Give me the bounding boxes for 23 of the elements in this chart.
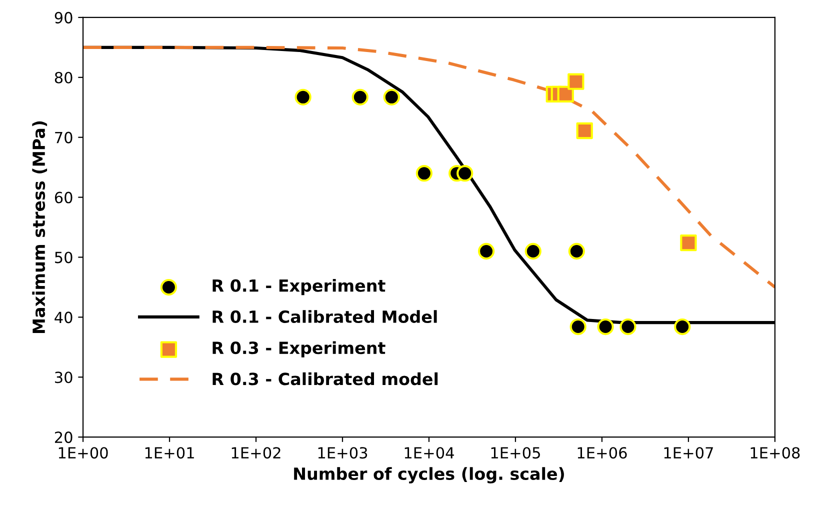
y-axis-title: Maximum stress (MPa)	[32, 121, 48, 334]
y-tick-label: 60	[54, 192, 72, 204]
legend-label: R 0.1 - Calibrated Model	[212, 310, 437, 324]
y-tick-label: 30	[55, 372, 72, 384]
legend-label: R 0.1 - Experiment	[212, 278, 386, 296]
x-axis-title: Number of cycles (log. scale)	[294, 467, 564, 484]
x-tick-label: 1E+05	[491, 447, 540, 459]
x-tick-label: 1E+06	[578, 447, 627, 459]
y-tick-label: 20	[54, 432, 72, 444]
x-tick-label: 1E+07	[664, 447, 713, 459]
y-tick-label: 80	[54, 72, 72, 84]
x-tick-label: 1E+01	[145, 447, 194, 459]
x-tick-label: 1E+04	[404, 447, 454, 459]
x-tick-label: 1E+00	[58, 447, 108, 459]
legend-label: R 0.3 - Calibrated model	[212, 372, 438, 386]
y-tick-label: 70	[55, 132, 72, 144]
y-tick-label: 90	[54, 12, 72, 24]
x-tick-label: 1E+02	[232, 447, 280, 459]
y-tick-label: 50	[55, 252, 72, 264]
x-tick-label: 1E+08	[750, 447, 800, 459]
x-tick-label: 1E+03	[318, 447, 368, 459]
y-tick-label: 40	[54, 312, 72, 324]
legend-label: R 0.3 - Experiment	[212, 341, 386, 358]
